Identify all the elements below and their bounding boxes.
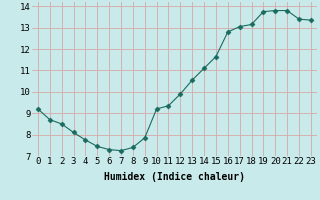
X-axis label: Humidex (Indice chaleur): Humidex (Indice chaleur) [104, 172, 245, 182]
